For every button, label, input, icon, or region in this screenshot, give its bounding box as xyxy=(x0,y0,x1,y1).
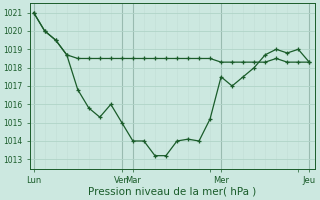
X-axis label: Pression niveau de la mer( hPa ): Pression niveau de la mer( hPa ) xyxy=(88,187,257,197)
